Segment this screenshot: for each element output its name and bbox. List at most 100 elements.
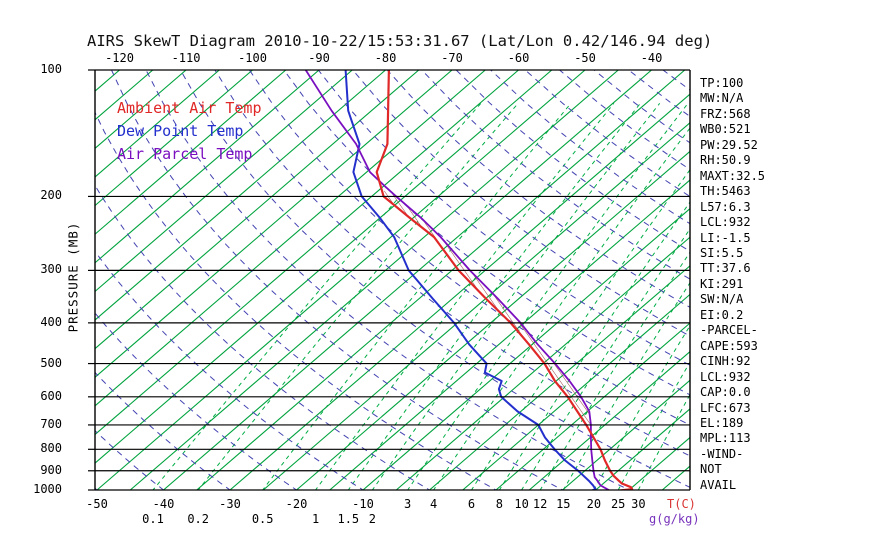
isotherm-line: [495, 322, 690, 490]
isotherm-line: [429, 265, 690, 490]
legend: Ambient Air Temp Dew Point Temp Air Parc…: [117, 97, 262, 166]
dry-adiabat-line: [145, 70, 631, 490]
mixing-ratio-line: [152, 102, 482, 490]
pressure-tick-label: 200: [40, 188, 62, 203]
info-line: KI:291: [700, 276, 744, 291]
legend-ambient-air-temp: Ambient Air Temp: [117, 99, 262, 117]
mixing-ratio-tick-label: 12: [532, 497, 548, 511]
top-temp-tick-label: -70: [441, 51, 463, 65]
info-line: TH:5463: [700, 184, 751, 199]
top-temp-tick-label: -110: [171, 51, 201, 65]
top-temp-tick-label: -120: [105, 51, 134, 65]
mixing-ratio-line: [617, 361, 690, 490]
mixing-ratio-tick-label: 8: [495, 497, 504, 511]
mixing-ratio-tick-label: 0.2: [187, 512, 209, 526]
info-line: MPL:113: [700, 431, 751, 446]
top-temp-tick-label: -50: [574, 51, 596, 65]
mixing-ratio-tick-label: 0.5: [251, 512, 274, 526]
isotherm-line: [95, 70, 287, 235]
dry-adiabat-line: [283, 70, 690, 396]
info-line: TP:100: [700, 76, 744, 90]
isotherm-line: [595, 408, 690, 490]
info-line: CINH:92: [700, 354, 751, 369]
mixing-ratio-tick-label: 3: [404, 497, 412, 511]
mixing-ratio-tick-label: 10: [514, 497, 529, 511]
pressure-tick-label: 800: [40, 441, 62, 456]
pressure-tick-label: 100: [40, 62, 62, 76]
mixing-ratio-tick-label: 20: [586, 497, 602, 511]
info-line: AVAIL: [700, 477, 737, 492]
pressure-tick-label: 1000: [33, 482, 62, 496]
info-line: SI:5.5: [700, 245, 744, 260]
legend-air-parcel-temp: Air Parcel Temp: [117, 145, 253, 163]
mixing-ratio-tick-label: 2: [368, 512, 377, 526]
isotherm-line: [95, 70, 187, 150]
bottom-temp-tick-label: -50: [86, 497, 108, 511]
dry-adiabat-line: [352, 70, 690, 337]
pressure-tick-label: 600: [40, 388, 62, 403]
dry-adiabat-line: [95, 487, 98, 490]
isotherm-line: [95, 70, 453, 378]
pressure-axis-label: PRESSURE (MB): [65, 221, 81, 333]
isotherm-line: [462, 293, 690, 490]
bottom-temp-tick-label: -20: [285, 497, 308, 511]
isotherm-line: [95, 70, 353, 293]
dry-adiabat-line: [490, 70, 690, 225]
info-line: L57:6.3: [700, 199, 751, 214]
bottom-temp-tick-label: -40: [152, 497, 175, 511]
mixing-ratio-line: [347, 102, 641, 490]
pressure-tick-label: 700: [40, 416, 62, 431]
info-line: PW:29.52: [700, 137, 758, 152]
info-line: LI:-1.5: [700, 230, 751, 245]
dry-adiabat-line: [421, 70, 690, 280]
mixing-ratio-tick-label: 25: [610, 497, 626, 511]
chart-title: AIRS SkewT Diagram 2010-10-22/15:53:31.6…: [87, 32, 713, 50]
isotherm-line: [395, 236, 690, 490]
mixing-ratio-tick-label: 1.5: [337, 512, 360, 526]
mixing-ratio-line: [593, 324, 690, 490]
isotherm-line: [329, 179, 690, 490]
dry-adiabat-line: [317, 70, 690, 366]
info-line: RH:50.9: [700, 153, 751, 168]
pressure-tick-label: 900: [40, 462, 62, 477]
isotherm-line: [661, 465, 690, 490]
info-line: TT:37.6: [700, 261, 751, 276]
bottom-temp-tick-label: -10: [352, 497, 374, 511]
dry-adiabat-line: [95, 312, 298, 490]
isotherm-line: [95, 70, 420, 350]
info-line: LFC:673: [700, 400, 751, 415]
mixing-ratio-tick-label: 4: [429, 497, 438, 511]
isotherm-line: [96, 70, 586, 490]
isotherm-line: [262, 122, 690, 490]
dry-adiabat-line: [95, 429, 165, 490]
info-line: LCL:932: [700, 215, 751, 230]
info-line: LCL:932: [700, 369, 751, 384]
pressure-tick-label: 500: [40, 355, 62, 370]
dry-adiabat-line: [180, 70, 690, 488]
isotherm-line: [528, 350, 690, 490]
bottom-temp-tick-label: -30: [219, 497, 241, 511]
mixing-ratio-tick-label: 0.1: [142, 512, 164, 526]
pressure-tick-label: 400: [40, 314, 62, 329]
mixing-ratio-line: [470, 168, 690, 490]
info-line: SW:N/A: [700, 292, 744, 307]
info-line: FRZ:568: [700, 106, 751, 121]
cape-hatch-area: [381, 190, 591, 428]
info-line: EI:0.2: [700, 307, 744, 322]
mixing-ratio-axis-label: g(g/kg): [649, 512, 700, 526]
info-line: CAP:0.0: [700, 385, 751, 400]
top-temp-tick-label: -40: [640, 51, 663, 65]
top-temp-tick-label: -60: [507, 51, 530, 65]
mixing-ratio-line: [197, 102, 519, 490]
mixing-ratio-tick-label: 1: [311, 512, 320, 526]
isotherm-line: [95, 70, 519, 436]
temp-axis-label: T(C): [667, 497, 696, 511]
isotherm-line: [129, 70, 619, 490]
dry-adiabat-line: [455, 70, 690, 252]
air-parcel-curve: [304, 70, 611, 490]
isotherm-line: [95, 70, 386, 321]
mixing-ratio-tick-label: 30: [631, 497, 646, 511]
info-line: WB0:521: [700, 122, 751, 137]
isotherm-line: [95, 70, 253, 207]
isotherm-line: [95, 70, 220, 178]
